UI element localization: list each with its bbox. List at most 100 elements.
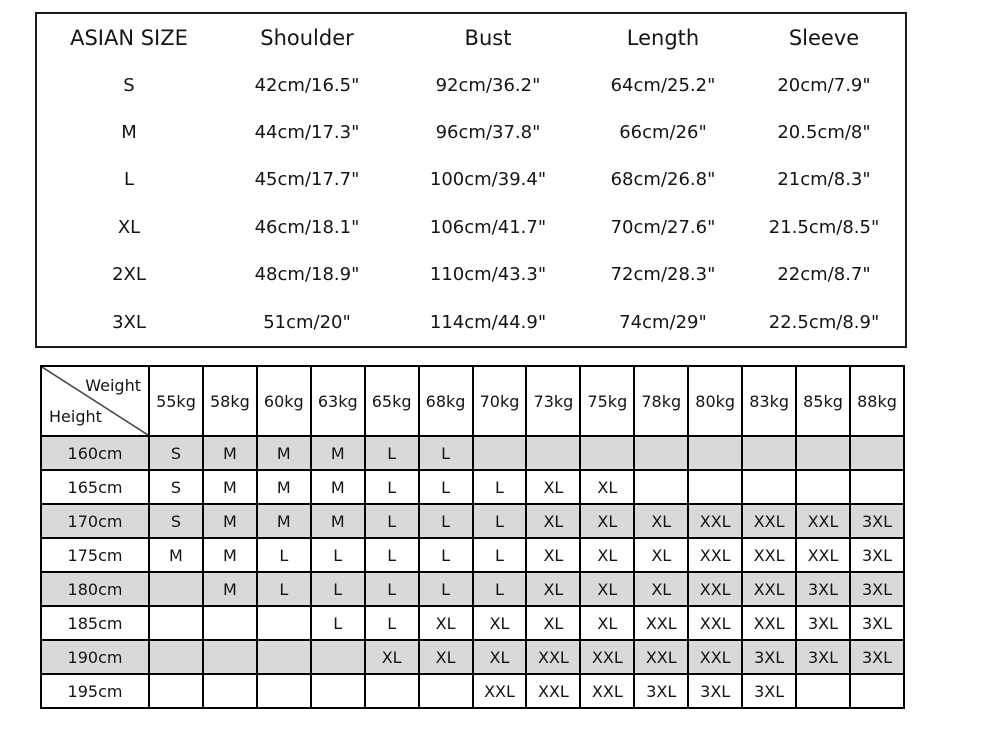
recommended-size-cell: XL — [363, 639, 420, 675]
recommended-size-cell: M — [201, 503, 258, 539]
recommended-size-cell: XL — [471, 639, 528, 675]
recommended-size-cell: XXL — [741, 605, 798, 641]
recommended-size-cell: L — [363, 537, 420, 573]
column-header-cell: Sleeve — [788, 25, 860, 50]
recommended-size-cell: L — [309, 605, 366, 641]
recommended-size-cell: 3XL — [795, 605, 851, 641]
fit-table-row: 185cm L L XL XL XL XL XXL XXL XXL 3XL 3XL — [40, 605, 906, 641]
recommended-size-cell: 3XL — [741, 673, 798, 709]
measurement-cell: 70cm/27.6" — [610, 216, 716, 238]
size-label-cell: S — [123, 74, 135, 96]
recommended-size-cell: L — [417, 537, 474, 573]
measurement-cell: 46cm/18.1" — [254, 216, 360, 238]
recommended-size-cell: M — [309, 503, 366, 539]
recommended-size-cell: XXL — [687, 571, 744, 607]
recommended-size-cell: L — [417, 435, 474, 471]
measurement-cell: 51cm/20" — [263, 311, 351, 333]
weight-header-cell: 55kg — [148, 365, 204, 437]
recommended-size-cell: XXL — [579, 639, 636, 675]
recommended-size-cell: XL — [525, 537, 582, 573]
recommended-size-cell — [848, 673, 906, 709]
recommended-size-cell — [848, 435, 906, 471]
weight-header-cell: 75kg — [579, 365, 636, 437]
size-label-cell: XL — [117, 216, 141, 238]
recommended-size-cell: 3XL — [633, 673, 690, 709]
recommended-size-cell: XXL — [795, 503, 851, 539]
recommended-size-cell: L — [363, 435, 420, 471]
recommended-size-cell: 3XL — [848, 503, 906, 539]
column-header-cell: Shoulder — [260, 25, 354, 50]
height-header-cell: 185cm — [40, 605, 150, 641]
measurement-cell: 74cm/29" — [619, 311, 707, 333]
recommended-size-cell: XXL — [741, 537, 798, 573]
recommended-size-cell — [201, 673, 258, 709]
recommended-size-cell — [795, 435, 851, 471]
measurement-cell: 42cm/16.5" — [254, 74, 360, 96]
measurement-cell: 96cm/37.8" — [435, 122, 541, 144]
height-weight-table: Weight Height 55kg 58kg 60kg 63kg 65kg 68kg 70… — [40, 365, 906, 709]
recommended-size-cell: XXL — [741, 571, 798, 607]
column-header-cell: Length — [626, 25, 700, 50]
height-header-cell: 170cm — [40, 503, 150, 539]
recommended-size-cell: L — [363, 503, 420, 539]
recommended-size-cell: XXL — [687, 503, 744, 539]
recommended-size-cell: XL — [633, 571, 690, 607]
recommended-size-cell: XL — [471, 605, 528, 641]
recommended-size-cell: 3XL — [741, 639, 798, 675]
measurement-cell: 100cm/39.4" — [429, 169, 547, 191]
measurement-cell: 20.5cm/8" — [777, 122, 871, 144]
recommended-size-cell: XL — [525, 503, 582, 539]
recommended-size-cell — [417, 673, 474, 709]
recommended-size-cell: L — [309, 571, 366, 607]
recommended-size-cell: XL — [579, 469, 636, 505]
measurement-cell: 106cm/41.7" — [429, 216, 547, 238]
recommended-size-cell — [795, 673, 851, 709]
weight-header-cell: 85kg — [795, 365, 851, 437]
recommended-size-cell: XXL — [579, 673, 636, 709]
diagonal-divider-line — [42, 367, 148, 435]
recommended-size-cell: XL — [417, 639, 474, 675]
recommended-size-cell: 3XL — [848, 639, 906, 675]
recommended-size-cell: M — [309, 469, 366, 505]
measurement-cell: 20cm/7.9" — [777, 74, 871, 96]
recommended-size-cell: XL — [525, 605, 582, 641]
size-label-cell: 3XL — [112, 311, 146, 333]
recommended-size-cell — [687, 435, 744, 471]
weight-header-row: Weight Height 55kg 58kg 60kg 63kg 65kg 68kg 70… — [40, 365, 906, 437]
recommended-size-cell: 3XL — [795, 571, 851, 607]
recommended-size-cell: L — [417, 571, 474, 607]
measurement-cell: 68cm/26.8" — [610, 169, 716, 191]
fit-table-row: 195cm XXL XXL XXL 3XL 3XL 3XL — [40, 673, 906, 709]
fit-table-row: 165cm S M M M L L L XL XL — [40, 469, 906, 505]
fit-table-body: 160cm S M M M L L 165cm S M M M L L L XL XL 170cm S M M M L L L X… — [40, 435, 906, 709]
recommended-size-cell: L — [363, 571, 420, 607]
recommended-size-cell: S — [148, 435, 204, 471]
corner-header-cell: Weight Height — [40, 365, 150, 437]
recommended-size-cell — [148, 571, 204, 607]
recommended-size-cell: M — [255, 469, 312, 505]
recommended-size-cell: L — [471, 503, 528, 539]
weight-header-cell: 65kg — [363, 365, 420, 437]
weight-header-cell: 63kg — [309, 365, 366, 437]
recommended-size-cell: M — [255, 503, 312, 539]
recommended-size-cell: XL — [579, 605, 636, 641]
recommended-size-cell — [633, 435, 690, 471]
recommended-size-cell: L — [363, 469, 420, 505]
recommended-size-cell: XL — [579, 571, 636, 607]
recommended-size-cell — [201, 605, 258, 641]
asian-size-table: ASIAN SIZE Shoulder Bust Length Sleeve S 42cm/… — [35, 12, 907, 348]
fit-table-row: 190cm XL XL XL XXL XXL XXL XXL 3XL 3XL 3XL — [40, 639, 906, 675]
height-header-cell: 190cm — [40, 639, 150, 675]
measurement-cell: 22.5cm/8.9" — [768, 311, 880, 333]
recommended-size-cell: XL — [633, 537, 690, 573]
measurement-cell: 64cm/25.2" — [610, 74, 716, 96]
weight-header-cell: 80kg — [687, 365, 744, 437]
recommended-size-cell: L — [255, 571, 312, 607]
height-header-cell: 195cm — [40, 673, 150, 709]
recommended-size-cell — [848, 469, 906, 505]
size-label-cell: L — [123, 169, 135, 191]
recommended-size-cell: M — [201, 469, 258, 505]
weight-header-cell: 73kg — [525, 365, 582, 437]
recommended-size-cell: L — [363, 605, 420, 641]
recommended-size-cell: L — [471, 537, 528, 573]
